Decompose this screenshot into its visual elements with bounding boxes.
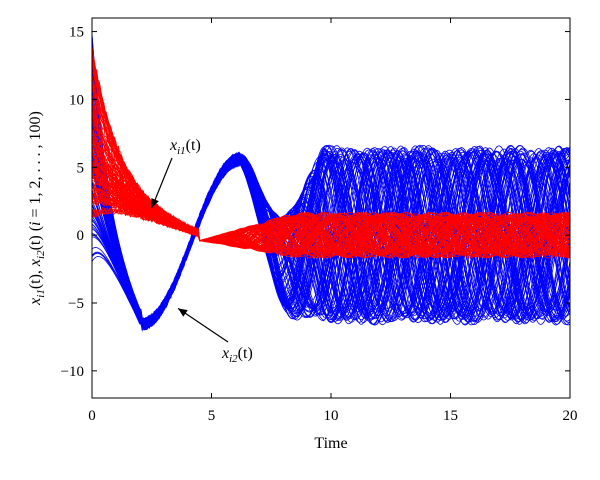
series-xi2-line xyxy=(92,157,570,328)
x-tick-label: 15 xyxy=(443,408,458,424)
y-tick-label: 10 xyxy=(69,92,84,108)
y-axis: −10 −5 0 5 10 15 xyxy=(61,25,570,380)
series-xi1-line xyxy=(92,169,570,255)
annotation-x1-arrowhead xyxy=(151,198,159,208)
y-tick-label: 0 xyxy=(77,228,85,244)
series-layer xyxy=(92,33,570,332)
series-xi2-line xyxy=(92,150,570,327)
x-tick-label: 20 xyxy=(563,408,578,424)
series-xi1-line xyxy=(92,53,570,253)
x-axis-title: Time xyxy=(314,435,347,452)
series-xi2-line xyxy=(92,80,570,326)
x-axis: 0 5 10 15 20 xyxy=(88,18,578,424)
annotation-x2-arrow xyxy=(177,307,229,343)
y-tick-label: −10 xyxy=(61,364,84,380)
annotation-x2-label: xi2(t) xyxy=(221,345,253,365)
y-tick-label: 5 xyxy=(77,160,85,176)
series-xi2-line xyxy=(92,82,570,323)
series-xi1-line xyxy=(92,172,570,254)
x-tick-label: 10 xyxy=(324,408,339,424)
y-tick-label: 15 xyxy=(69,25,84,41)
y-axis-title: xi1(t), xi2(t) (i = 1, 2, . . . , 100) xyxy=(27,111,47,306)
annotation-x2-arrowhead xyxy=(178,308,188,317)
x-tick-label: 5 xyxy=(208,408,216,424)
annotation-x1: xi1(t) xyxy=(151,137,201,209)
annotation-x2: xi2(t) xyxy=(177,307,253,365)
y-tick-label: −5 xyxy=(68,296,84,312)
x-tick-label: 0 xyxy=(88,408,96,424)
annotation-x1-label: xi1(t) xyxy=(169,137,201,157)
series-xi2-line xyxy=(92,158,570,329)
